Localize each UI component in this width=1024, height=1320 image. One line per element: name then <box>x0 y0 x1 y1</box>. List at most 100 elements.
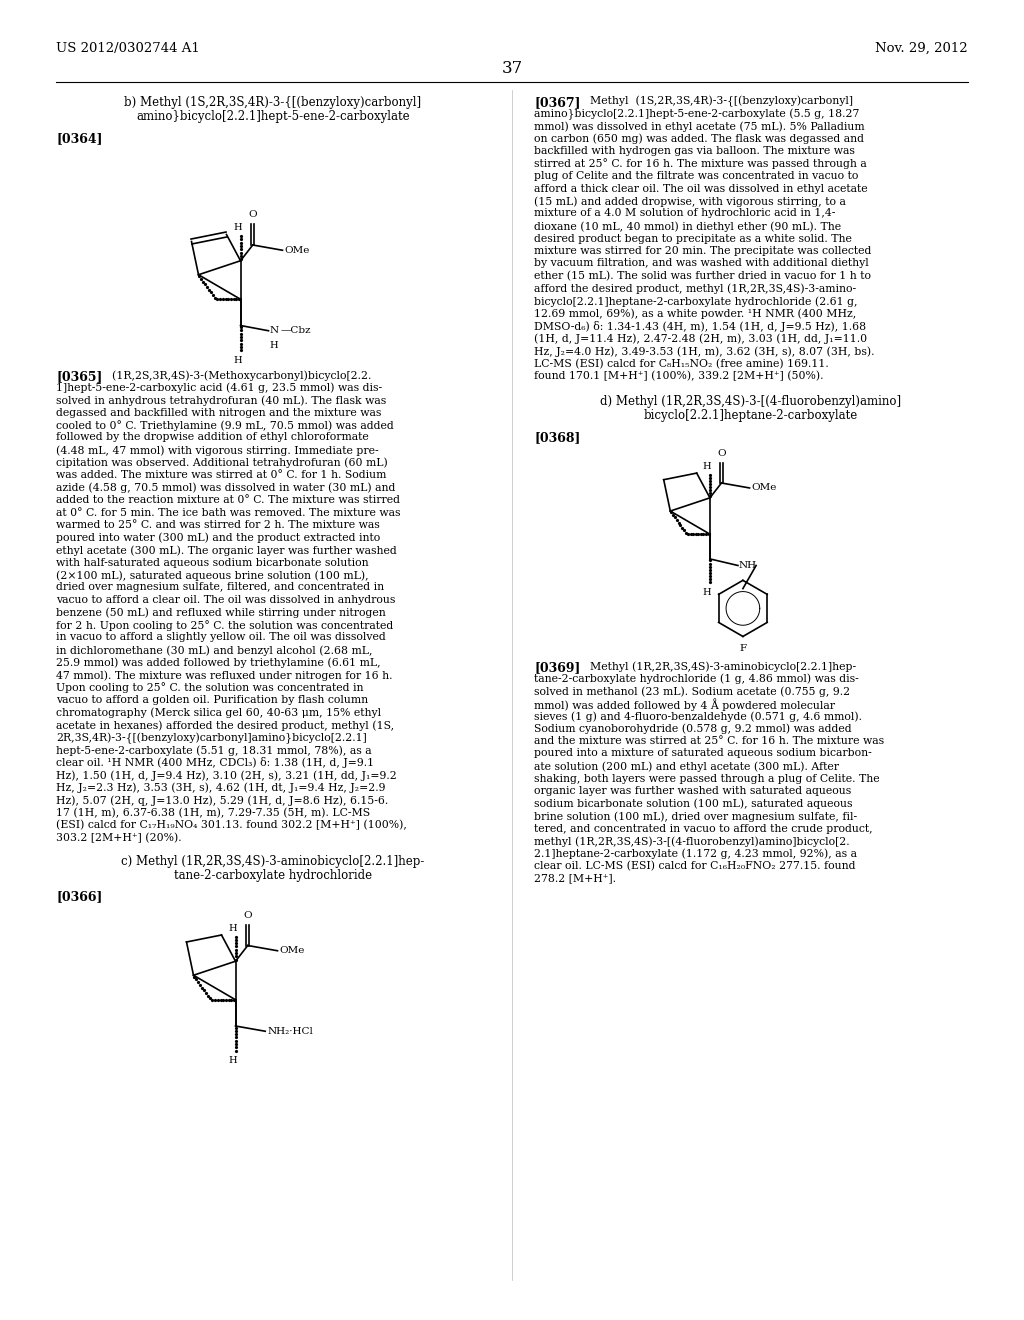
Text: Hz), 5.07 (2H, q, J=13.0 Hz), 5.29 (1H, d, J=8.6 Hz), 6.15-6.: Hz), 5.07 (2H, q, J=13.0 Hz), 5.29 (1H, … <box>56 795 388 805</box>
Text: in dichloromethane (30 mL) and benzyl alcohol (2.68 mL,: in dichloromethane (30 mL) and benzyl al… <box>56 645 373 656</box>
Text: 278.2 [M+H⁺].: 278.2 [M+H⁺]. <box>534 874 616 883</box>
Text: (15 mL) and added dropwise, with vigorous stirring, to a: (15 mL) and added dropwise, with vigorou… <box>534 195 846 206</box>
Text: H: H <box>702 462 712 471</box>
Text: Hz, J₂=2.3 Hz), 3.53 (3H, s), 4.62 (1H, dt, J₁=9.4 Hz, J₂=2.9: Hz, J₂=2.3 Hz), 3.53 (3H, s), 4.62 (1H, … <box>56 783 385 793</box>
Text: vacuo to afford a clear oil. The oil was dissolved in anhydrous: vacuo to afford a clear oil. The oil was… <box>56 595 395 605</box>
Text: 2.1]heptane-2-carboxylate (1.172 g, 4.23 mmol, 92%), as a: 2.1]heptane-2-carboxylate (1.172 g, 4.23… <box>534 849 857 859</box>
Text: desired product began to precipitate as a white solid. The: desired product began to precipitate as … <box>534 234 852 243</box>
Text: H: H <box>702 587 712 597</box>
Text: degassed and backfilled with nitrogen and the mixture was: degassed and backfilled with nitrogen an… <box>56 408 381 417</box>
Text: bicyclo[2.2.1]heptane-2-carboxylate: bicyclo[2.2.1]heptane-2-carboxylate <box>644 409 858 422</box>
Text: dioxane (10 mL, 40 mmol) in diethyl ether (90 mL). The: dioxane (10 mL, 40 mmol) in diethyl ethe… <box>534 220 841 231</box>
Text: shaking, both layers were passed through a plug of Celite. The: shaking, both layers were passed through… <box>534 774 880 784</box>
Text: sieves (1 g) and 4-fluoro-benzaldehyde (0.571 g, 4.6 mmol).: sieves (1 g) and 4-fluoro-benzaldehyde (… <box>534 711 862 722</box>
Text: H: H <box>228 924 237 933</box>
Text: ethyl acetate (300 mL). The organic layer was further washed: ethyl acetate (300 mL). The organic laye… <box>56 545 396 556</box>
Text: 47 mmol). The mixture was refluxed under nitrogen for 16 h.: 47 mmol). The mixture was refluxed under… <box>56 671 392 681</box>
Text: O: O <box>717 449 726 458</box>
Text: 12.69 mmol, 69%), as a white powder. ¹H NMR (400 MHz,: 12.69 mmol, 69%), as a white powder. ¹H … <box>534 309 856 319</box>
Text: poured into a mixture of saturated aqueous sodium bicarbon-: poured into a mixture of saturated aqueo… <box>534 748 871 759</box>
Text: NH: NH <box>739 561 757 570</box>
Text: added to the reaction mixture at 0° C. The mixture was stirred: added to the reaction mixture at 0° C. T… <box>56 495 400 506</box>
Text: clear oil. LC-MS (ESI) calcd for C₁₆H₂₀FNO₂ 277.15. found: clear oil. LC-MS (ESI) calcd for C₁₆H₂₀F… <box>534 861 855 871</box>
Text: poured into water (300 mL) and the product extracted into: poured into water (300 mL) and the produ… <box>56 532 380 543</box>
Text: tered, and concentrated in vacuo to afford the crude product,: tered, and concentrated in vacuo to affo… <box>534 824 872 833</box>
Text: [0369]: [0369] <box>534 661 581 675</box>
Text: and the mixture was stirred at 25° C. for 16 h. The mixture was: and the mixture was stirred at 25° C. fo… <box>534 737 884 746</box>
Text: 25.9 mmol) was added followed by triethylamine (6.61 mL,: 25.9 mmol) was added followed by triethy… <box>56 657 381 668</box>
Text: (4.48 mL, 47 mmol) with vigorous stirring. Immediate pre-: (4.48 mL, 47 mmol) with vigorous stirrin… <box>56 445 379 455</box>
Text: H: H <box>269 341 279 350</box>
Text: solved in methanol (23 mL). Sodium acetate (0.755 g, 9.2: solved in methanol (23 mL). Sodium aceta… <box>534 686 850 697</box>
Text: by vacuum filtration, and was washed with additional diethyl: by vacuum filtration, and was washed wit… <box>534 259 868 268</box>
Text: NH₂·HCl: NH₂·HCl <box>267 1027 313 1036</box>
Text: Methyl  (1S,2R,3S,4R)-3-{[(benzyloxy)carbonyl]: Methyl (1S,2R,3S,4R)-3-{[(benzyloxy)carb… <box>575 96 853 107</box>
Text: O: O <box>244 911 252 920</box>
Text: LC-MS (ESI) calcd for C₈H₁₅NO₂ (free amine) 169.11.: LC-MS (ESI) calcd for C₈H₁₅NO₂ (free ami… <box>534 359 828 368</box>
Text: mixture was stirred for 20 min. The precipitate was collected: mixture was stirred for 20 min. The prec… <box>534 246 871 256</box>
Text: [0368]: [0368] <box>534 432 581 444</box>
Text: d) Methyl (1R,2R,3S,4S)-3-[(4-fluorobenzyl)amino]: d) Methyl (1R,2R,3S,4S)-3-[(4-fluorobenz… <box>600 395 901 408</box>
Text: Nov. 29, 2012: Nov. 29, 2012 <box>876 42 968 55</box>
Text: H: H <box>228 1056 237 1065</box>
Text: mmol) was dissolved in ethyl acetate (75 mL). 5% Palladium: mmol) was dissolved in ethyl acetate (75… <box>534 121 864 132</box>
Text: mixture of a 4.0 M solution of hydrochloric acid in 1,4-: mixture of a 4.0 M solution of hydrochlo… <box>534 209 836 219</box>
Text: Sodium cyanoborohydride (0.578 g, 9.2 mmol) was added: Sodium cyanoborohydride (0.578 g, 9.2 mm… <box>534 723 852 734</box>
Text: acetate in hexanes) afforded the desired product, methyl (1S,: acetate in hexanes) afforded the desired… <box>56 719 394 730</box>
Text: ether (15 mL). The solid was further dried in vacuo for 1 h to: ether (15 mL). The solid was further dri… <box>534 271 871 281</box>
Text: afford a thick clear oil. The oil was dissolved in ethyl acetate: afford a thick clear oil. The oil was di… <box>534 183 867 194</box>
Text: Hz), 1.50 (1H, d, J=9.4 Hz), 3.10 (2H, s), 3.21 (1H, dd, J₁=9.2: Hz), 1.50 (1H, d, J=9.4 Hz), 3.10 (2H, s… <box>56 770 396 780</box>
Text: b) Methyl (1S,2R,3S,4R)-3-{[(benzyloxy)carbonyl]: b) Methyl (1S,2R,3S,4R)-3-{[(benzyloxy)c… <box>125 96 422 110</box>
Text: sodium bicarbonate solution (100 mL), saturated aqueous: sodium bicarbonate solution (100 mL), sa… <box>534 799 853 809</box>
Text: on carbon (650 mg) was added. The flask was degassed and: on carbon (650 mg) was added. The flask … <box>534 133 864 144</box>
Text: stirred at 25° C. for 16 h. The mixture was passed through a: stirred at 25° C. for 16 h. The mixture … <box>534 158 866 169</box>
Text: chromatography (Merck silica gel 60, 40-63 μm, 15% ethyl: chromatography (Merck silica gel 60, 40-… <box>56 708 381 718</box>
Text: organic layer was further washed with saturated aqueous: organic layer was further washed with sa… <box>534 785 851 796</box>
Text: c) Methyl (1R,2R,3S,4S)-3-aminobicyclo[2.2.1]hep-: c) Methyl (1R,2R,3S,4S)-3-aminobicyclo[2… <box>121 854 425 867</box>
Text: [0364]: [0364] <box>56 132 102 145</box>
Text: for 2 h. Upon cooling to 25° C. the solution was concentrated: for 2 h. Upon cooling to 25° C. the solu… <box>56 620 393 631</box>
Text: (2×100 mL), saturated aqueous brine solution (100 mL),: (2×100 mL), saturated aqueous brine solu… <box>56 570 369 581</box>
Text: US 2012/0302744 A1: US 2012/0302744 A1 <box>56 42 200 55</box>
Text: 17 (1H, m), 6.37-6.38 (1H, m), 7.29-7.35 (5H, m). LC-MS: 17 (1H, m), 6.37-6.38 (1H, m), 7.29-7.35… <box>56 808 370 818</box>
Text: hept-5-ene-2-carboxylate (5.51 g, 18.31 mmol, 78%), as a: hept-5-ene-2-carboxylate (5.51 g, 18.31 … <box>56 744 372 755</box>
Text: vacuo to afford a golden oil. Purification by flash column: vacuo to afford a golden oil. Purificati… <box>56 696 368 705</box>
Text: 37: 37 <box>502 59 522 77</box>
Text: at 0° C. for 5 min. The ice bath was removed. The mixture was: at 0° C. for 5 min. The ice bath was rem… <box>56 507 400 517</box>
Text: N: N <box>269 326 279 335</box>
Text: bicyclo[2.2.1]heptane-2-carboxylate hydrochloride (2.61 g,: bicyclo[2.2.1]heptane-2-carboxylate hydr… <box>534 296 857 306</box>
Text: [0365]: [0365] <box>56 370 102 383</box>
Text: F: F <box>739 644 746 653</box>
Text: (1H, d, J=11.4 Hz), 2.47-2.48 (2H, m), 3.03 (1H, dd, J₁=11.0: (1H, d, J=11.4 Hz), 2.47-2.48 (2H, m), 3… <box>534 334 867 345</box>
Text: plug of Celite and the filtrate was concentrated in vacuo to: plug of Celite and the filtrate was conc… <box>534 172 858 181</box>
Text: followed by the dropwise addition of ethyl chloroformate: followed by the dropwise addition of eth… <box>56 433 369 442</box>
Text: [0366]: [0366] <box>56 891 102 903</box>
Text: 303.2 [2M+H⁺] (20%).: 303.2 [2M+H⁺] (20%). <box>56 833 181 843</box>
Text: 1]hept-5-ene-2-carboxylic acid (4.61 g, 23.5 mmol) was dis-: 1]hept-5-ene-2-carboxylic acid (4.61 g, … <box>56 383 382 393</box>
Text: (1R,2S,3R,4S)-3-(Methoxycarbonyl)bicyclo[2.2.: (1R,2S,3R,4S)-3-(Methoxycarbonyl)bicyclo… <box>98 370 372 380</box>
Text: backfilled with hydrogen gas via balloon. The mixture was: backfilled with hydrogen gas via balloon… <box>534 147 855 156</box>
Text: 2R,3S,4R)-3-{[(benzyloxy)carbonyl]amino}bicyclo[2.2.1]: 2R,3S,4R)-3-{[(benzyloxy)carbonyl]amino}… <box>56 733 367 744</box>
Text: was added. The mixture was stirred at 0° C. for 1 h. Sodium: was added. The mixture was stirred at 0°… <box>56 470 386 480</box>
Text: DMSO-d₆) δ: 1.34-1.43 (4H, m), 1.54 (1H, d, J=9.5 Hz), 1.68: DMSO-d₆) δ: 1.34-1.43 (4H, m), 1.54 (1H,… <box>534 321 866 333</box>
Text: found 170.1 [M+H⁺] (100%), 339.2 [2M+H⁺] (50%).: found 170.1 [M+H⁺] (100%), 339.2 [2M+H⁺]… <box>534 371 823 381</box>
Text: OMe: OMe <box>752 483 777 492</box>
Text: methyl (1R,2R,3S,4S)-3-[(4-fluorobenzyl)amino]bicyclo[2.: methyl (1R,2R,3S,4S)-3-[(4-fluorobenzyl)… <box>534 836 850 846</box>
Text: in vacuo to afford a slightly yellow oil. The oil was dissolved: in vacuo to afford a slightly yellow oil… <box>56 632 386 643</box>
Text: brine solution (100 mL), dried over magnesium sulfate, fil-: brine solution (100 mL), dried over magn… <box>534 810 857 821</box>
Text: Upon cooling to 25° C. the solution was concentrated in: Upon cooling to 25° C. the solution was … <box>56 682 364 693</box>
Text: Methyl (1R,2R,3S,4S)-3-aminobicyclo[2.2.1]hep-: Methyl (1R,2R,3S,4S)-3-aminobicyclo[2.2.… <box>575 661 856 672</box>
Text: cooled to 0° C. Triethylamine (9.9 mL, 70.5 mmol) was added: cooled to 0° C. Triethylamine (9.9 mL, 7… <box>56 420 394 430</box>
Text: benzene (50 mL) and refluxed while stirring under nitrogen: benzene (50 mL) and refluxed while stirr… <box>56 607 386 618</box>
Text: tane-2-carboxylate hydrochloride: tane-2-carboxylate hydrochloride <box>174 869 372 882</box>
Text: clear oil. ¹H NMR (400 MHz, CDCl₃) δ: 1.38 (1H, d, J=9.1: clear oil. ¹H NMR (400 MHz, CDCl₃) δ: 1.… <box>56 758 374 768</box>
Text: tane-2-carboxylate hydrochloride (1 g, 4.86 mmol) was dis-: tane-2-carboxylate hydrochloride (1 g, 4… <box>534 673 859 684</box>
Text: OMe: OMe <box>285 246 310 255</box>
Text: mmol) was added followed by 4 Å powdered molecular: mmol) was added followed by 4 Å powdered… <box>534 698 835 711</box>
Text: warmed to 25° C. and was stirred for 2 h. The mixture was: warmed to 25° C. and was stirred for 2 h… <box>56 520 380 531</box>
Text: OMe: OMe <box>280 946 305 956</box>
Text: Hz, J₂=4.0 Hz), 3.49-3.53 (1H, m), 3.62 (3H, s), 8.07 (3H, bs).: Hz, J₂=4.0 Hz), 3.49-3.53 (1H, m), 3.62 … <box>534 346 874 356</box>
Text: ate solution (200 mL) and ethyl acetate (300 mL). After: ate solution (200 mL) and ethyl acetate … <box>534 762 839 772</box>
Text: H: H <box>233 356 242 364</box>
Text: (ESI) calcd for C₁₇H₁₉NO₄ 301.13. found 302.2 [M+H⁺] (100%),: (ESI) calcd for C₁₇H₁₉NO₄ 301.13. found … <box>56 820 407 830</box>
